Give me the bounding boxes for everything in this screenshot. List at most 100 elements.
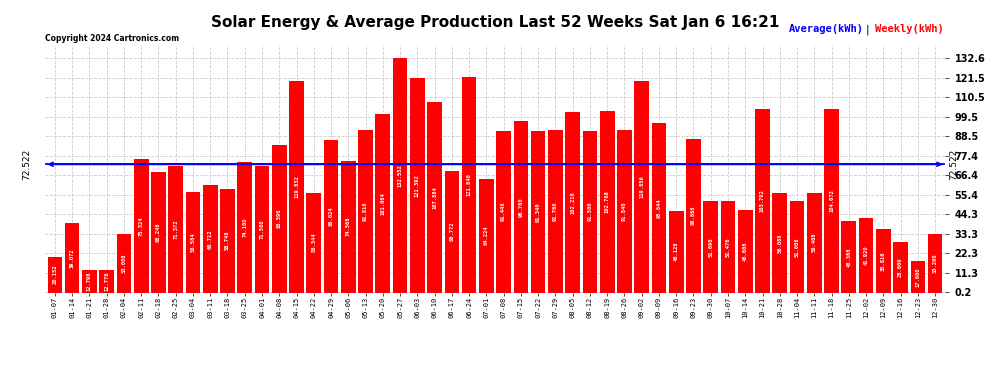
- Bar: [428, 102, 442, 292]
- Bar: [254, 166, 269, 292]
- Bar: [168, 166, 183, 292]
- Text: 119.832: 119.832: [294, 175, 299, 198]
- Bar: [548, 130, 562, 292]
- Text: 74.568: 74.568: [346, 217, 350, 236]
- Text: 107.884: 107.884: [432, 186, 438, 209]
- Bar: [686, 139, 701, 292]
- Text: 64.224: 64.224: [484, 226, 489, 246]
- Text: 91.840: 91.840: [622, 202, 627, 221]
- Text: 12.796: 12.796: [87, 272, 92, 291]
- Bar: [721, 201, 736, 292]
- Bar: [203, 185, 218, 292]
- Text: 72.522: 72.522: [22, 148, 32, 180]
- Text: 33.008: 33.008: [122, 254, 127, 273]
- Text: 91.500: 91.500: [587, 202, 592, 221]
- Text: Solar Energy & Average Production Last 52 Weeks Sat Jan 6 16:21: Solar Energy & Average Production Last 5…: [211, 15, 779, 30]
- Text: 12.776: 12.776: [104, 272, 109, 291]
- Text: 20.152: 20.152: [52, 265, 57, 284]
- Text: 96.760: 96.760: [519, 197, 524, 217]
- Text: 33.200: 33.200: [933, 254, 938, 273]
- Bar: [669, 211, 683, 292]
- Bar: [911, 261, 926, 292]
- Bar: [375, 114, 390, 292]
- Text: 40.368: 40.368: [846, 247, 851, 267]
- Bar: [99, 270, 114, 292]
- Bar: [410, 78, 425, 292]
- Text: 56.344: 56.344: [311, 233, 316, 252]
- Bar: [117, 234, 132, 292]
- Bar: [755, 109, 770, 292]
- Text: 46.608: 46.608: [742, 242, 747, 261]
- Text: 56.088: 56.088: [777, 233, 782, 253]
- Bar: [64, 224, 79, 292]
- Bar: [393, 58, 408, 292]
- Bar: [358, 130, 373, 292]
- Text: 17.600: 17.600: [916, 267, 921, 287]
- Text: 51.476: 51.476: [726, 237, 731, 257]
- Text: 75.324: 75.324: [139, 216, 144, 236]
- Text: 121.840: 121.840: [466, 173, 471, 196]
- Text: 121.392: 121.392: [415, 174, 420, 196]
- Text: 86.024: 86.024: [329, 207, 334, 226]
- Bar: [445, 171, 459, 292]
- Bar: [600, 111, 615, 292]
- Bar: [893, 242, 908, 292]
- Text: 39.072: 39.072: [69, 248, 74, 268]
- Bar: [858, 218, 873, 292]
- Bar: [617, 130, 632, 292]
- Text: Average(kWh): Average(kWh): [789, 24, 864, 34]
- Bar: [134, 159, 148, 292]
- Text: 83.596: 83.596: [277, 209, 282, 228]
- Bar: [461, 77, 476, 292]
- Bar: [842, 221, 856, 292]
- Bar: [48, 257, 62, 292]
- Bar: [876, 229, 891, 292]
- Bar: [238, 162, 252, 292]
- Text: 91.340: 91.340: [536, 202, 541, 222]
- Bar: [151, 172, 165, 292]
- Bar: [772, 194, 787, 292]
- Text: 91.816: 91.816: [363, 202, 368, 221]
- Bar: [82, 270, 97, 292]
- Bar: [272, 145, 286, 292]
- Text: 86.868: 86.868: [691, 206, 696, 225]
- Text: 103.792: 103.792: [760, 189, 765, 212]
- Text: 91.760: 91.760: [552, 202, 558, 221]
- Bar: [514, 122, 529, 292]
- Text: 35.810: 35.810: [881, 251, 886, 271]
- Text: 102.216: 102.216: [570, 191, 575, 213]
- Text: 41.920: 41.920: [863, 246, 868, 265]
- Text: Copyright 2024 Cartronics.com: Copyright 2024 Cartronics.com: [45, 34, 178, 43]
- Bar: [531, 131, 545, 292]
- Text: 95.844: 95.844: [656, 198, 661, 217]
- Text: 60.712: 60.712: [208, 229, 213, 249]
- Bar: [790, 201, 804, 292]
- Text: |: |: [865, 24, 869, 35]
- Bar: [704, 201, 718, 292]
- Text: 72.522: 72.522: [948, 148, 958, 180]
- Text: 101.064: 101.064: [380, 192, 385, 214]
- Text: 46.128: 46.128: [674, 242, 679, 261]
- Bar: [324, 140, 339, 292]
- Text: 102.768: 102.768: [605, 190, 610, 213]
- Text: Weekly(kWh): Weekly(kWh): [875, 24, 943, 34]
- Text: 51.608: 51.608: [795, 237, 800, 256]
- Bar: [220, 189, 235, 292]
- Text: 74.100: 74.100: [243, 217, 248, 237]
- Text: 56.408: 56.408: [812, 233, 817, 252]
- Bar: [928, 234, 942, 292]
- Text: 56.584: 56.584: [190, 233, 195, 252]
- Text: 68.248: 68.248: [156, 222, 161, 242]
- Bar: [479, 179, 494, 292]
- Bar: [496, 131, 511, 292]
- Bar: [825, 108, 839, 292]
- Text: 132.552: 132.552: [398, 164, 403, 187]
- Text: 58.748: 58.748: [225, 231, 230, 251]
- Text: 28.600: 28.600: [898, 258, 903, 277]
- Bar: [635, 81, 649, 292]
- Bar: [186, 192, 200, 292]
- Text: 91.448: 91.448: [501, 202, 506, 221]
- Text: 119.856: 119.856: [640, 175, 644, 198]
- Bar: [651, 123, 666, 292]
- Bar: [341, 160, 355, 292]
